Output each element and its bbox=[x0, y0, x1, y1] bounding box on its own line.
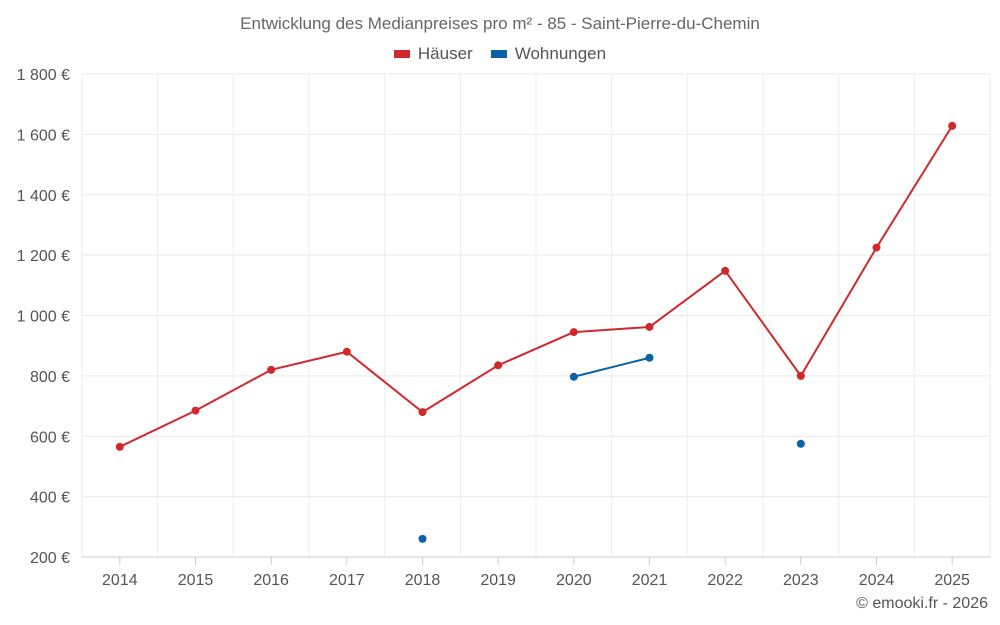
series-layer bbox=[115, 121, 957, 543]
legend-swatch-wohnungen bbox=[490, 50, 507, 58]
x-tick-label: 2025 bbox=[934, 572, 970, 589]
y-tick-label: 1 400 € bbox=[17, 188, 70, 205]
data-point-haeuser-2025[interactable] bbox=[948, 121, 957, 130]
series-line-wohnungen bbox=[573, 356, 650, 378]
y-tick-label: 1 800 € bbox=[17, 67, 70, 84]
x-tick-label: 2014 bbox=[102, 572, 138, 589]
y-tick-label: 200 € bbox=[30, 550, 70, 567]
legend-label-wohnungen: Wohnungen bbox=[514, 44, 607, 63]
data-point-haeuser-2021[interactable] bbox=[645, 322, 654, 331]
x-tick-label: 2022 bbox=[707, 572, 743, 589]
data-point-haeuser-2024[interactable] bbox=[872, 243, 881, 252]
legend: Häuser Wohnungen bbox=[0, 44, 1000, 64]
data-point-haeuser-2023[interactable] bbox=[796, 371, 805, 380]
legend-swatch-haeuser bbox=[393, 50, 410, 58]
x-tick-label: 2024 bbox=[859, 572, 895, 589]
x-tick-label: 2016 bbox=[253, 572, 289, 589]
y-tick-label: 1 600 € bbox=[17, 127, 70, 144]
y-tick-label: 1 000 € bbox=[17, 309, 70, 326]
data-point-haeuser-2020[interactable] bbox=[569, 328, 578, 337]
x-tick-label: 2020 bbox=[556, 572, 592, 589]
x-tick-label: 2019 bbox=[480, 572, 516, 589]
x-tick-label: 2015 bbox=[178, 572, 214, 589]
y-tick-label: 1 200 € bbox=[17, 248, 70, 265]
legend-label-haeuser: Häuser bbox=[417, 44, 473, 63]
x-tick-label: 2017 bbox=[329, 572, 365, 589]
x-tick-label: 2021 bbox=[632, 572, 668, 589]
data-point-haeuser-2015[interactable] bbox=[191, 406, 200, 415]
y-tick-label: 400 € bbox=[30, 490, 70, 507]
data-point-wohnungen-2021[interactable] bbox=[645, 353, 654, 362]
y-tick-label: 600 € bbox=[30, 429, 70, 446]
chart-title: Entwicklung des Medianpreises pro m² - 8… bbox=[240, 14, 760, 33]
legend-item-haeuser[interactable]: Häuser bbox=[393, 44, 473, 64]
legend-item-wohnungen[interactable]: Wohnungen bbox=[490, 44, 607, 64]
data-point-haeuser-2018[interactable] bbox=[418, 408, 427, 417]
series-line-haeuser bbox=[119, 125, 954, 448]
data-point-haeuser-2016[interactable] bbox=[267, 365, 276, 374]
x-tick-label: 2018 bbox=[405, 572, 441, 589]
data-point-wohnungen-2020[interactable] bbox=[569, 372, 578, 381]
data-point-haeuser-2022[interactable] bbox=[721, 266, 730, 275]
y-tick-label: 800 € bbox=[30, 369, 70, 386]
data-point-haeuser-2014[interactable] bbox=[115, 442, 124, 451]
data-point-haeuser-2019[interactable] bbox=[494, 361, 503, 370]
grid bbox=[81, 73, 991, 558]
data-point-wohnungen-2023[interactable] bbox=[796, 439, 805, 448]
axes: 200 € 400 € 600 € 800 € 1 000 € 1 200 € 1 400 … bbox=[17, 67, 990, 589]
data-point-wohnungen-2018[interactable] bbox=[418, 534, 427, 543]
credit: © emooki.fr - 2026 bbox=[856, 595, 988, 612]
data-point-haeuser-2017[interactable] bbox=[342, 347, 351, 356]
x-tick-label: 2023 bbox=[783, 572, 819, 589]
